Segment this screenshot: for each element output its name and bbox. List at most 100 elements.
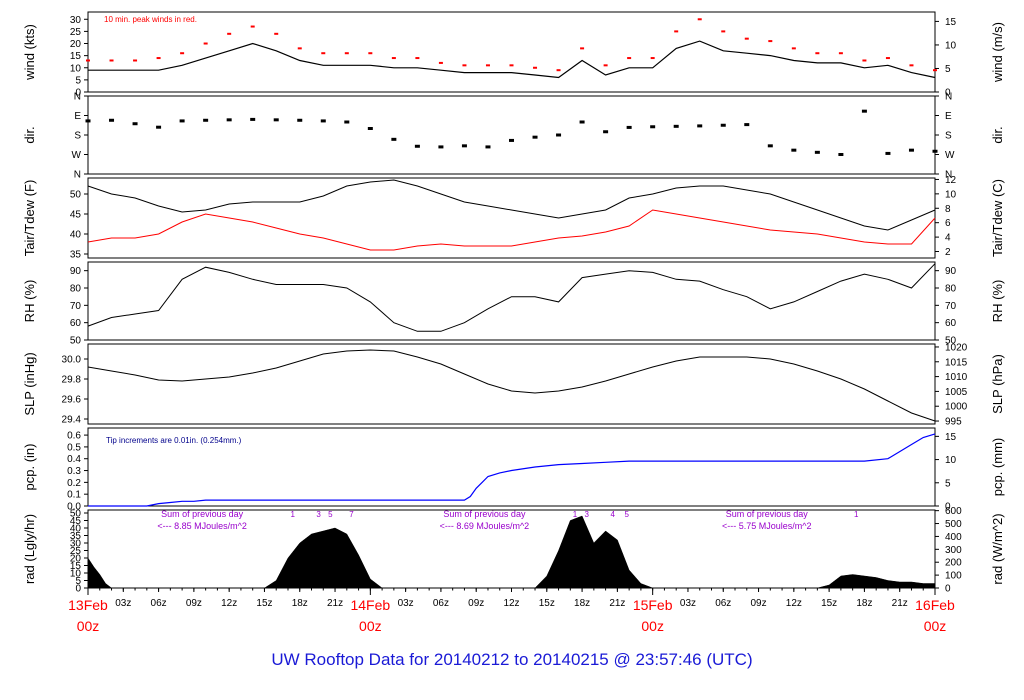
radiation-mark: 1 <box>573 510 578 519</box>
y-axis-label-right: SLP (hPa) <box>990 354 1005 414</box>
peak-wind-mark <box>509 64 514 67</box>
y-tick-label: 0.0 <box>67 502 81 513</box>
y-axis-label-right: dir. <box>990 126 1005 143</box>
y-tick-label-right: W <box>945 150 955 161</box>
y-tick-label: 50 <box>70 509 82 520</box>
peak-wind-mark <box>297 47 302 50</box>
peak-wind-mark <box>180 52 185 55</box>
x-tick-label: 03z <box>680 598 696 609</box>
y-tick-label: 45 <box>70 210 82 221</box>
panel-rad: 051015202530354045500100200300400500600r… <box>22 506 1005 594</box>
wind-direction-point <box>414 144 420 148</box>
x-tick-label: 15z <box>539 598 555 609</box>
y-tick-label: 70 <box>70 301 82 312</box>
x-date-label: 16Feb <box>915 597 955 613</box>
wind-direction-point <box>603 130 609 134</box>
wind-direction-point <box>767 144 773 148</box>
x-tick-label: 21z <box>609 598 625 609</box>
peak-wind-mark <box>768 40 773 43</box>
x-time-label: 00z <box>641 618 664 634</box>
y-tick-label: 15 <box>70 51 82 62</box>
peak-wind-mark <box>485 64 490 67</box>
wind-direction-point <box>85 119 91 123</box>
peak-wind-mark <box>533 66 538 69</box>
y-tick-label: 0.3 <box>67 466 81 477</box>
y-tick-label-right: 400 <box>945 532 962 543</box>
y-tick-label: 0 <box>75 584 81 595</box>
y-tick-label: 10 <box>70 569 82 580</box>
y-axis-label: wind (kts) <box>22 24 37 81</box>
y-tick-label-right: 10 <box>945 40 957 51</box>
y-tick-label-right: 6 <box>945 218 951 229</box>
wind-direction-point <box>838 153 844 156</box>
radiation-sum-note: Sum of previous day <box>443 509 526 519</box>
radiation-sum-note: <--- 5.75 MJoules/m^2 <box>722 521 812 531</box>
y-axis-label-right: Tair/Tdew (C) <box>990 179 1005 257</box>
y-axis-label: RH (%) <box>22 280 37 323</box>
x-tick-label: 21z <box>327 598 343 609</box>
peak-wind-mark <box>885 57 890 60</box>
peak-wind-mark <box>462 64 467 67</box>
wind-direction-point <box>461 144 467 148</box>
y-tick-label: 30 <box>70 15 82 26</box>
wind-direction-point <box>203 118 209 122</box>
wind-direction-point <box>814 150 820 154</box>
peak-wind-mark <box>697 18 702 21</box>
y-tick-label-right: 5 <box>945 478 951 489</box>
radiation-sum-note: <--- 8.69 MJoules/m^2 <box>440 521 530 531</box>
x-tick-label: 06z <box>715 598 731 609</box>
y-tick-label-right: 1020 <box>945 342 968 353</box>
footer-title: UW Rooftop Data for 20140212 to 20140215… <box>271 650 753 669</box>
radiation-mark: 4 <box>610 510 615 519</box>
y-tick-label: 25 <box>70 546 82 557</box>
y-tick-label: N <box>74 92 81 103</box>
y-tick-label-right: 12 <box>945 175 957 186</box>
y-tick-label-right: 15 <box>945 432 957 443</box>
panel-frame <box>87 95 936 175</box>
wind-direction-point <box>556 133 562 137</box>
y-axis-label: SLP (inHg) <box>22 352 37 415</box>
y-tick-label: 20 <box>70 554 82 565</box>
x-tick-label: 09z <box>186 598 202 609</box>
y-tick-label-right: N <box>945 170 952 181</box>
y-tick-label: 60 <box>70 318 82 329</box>
y-tick-label: 0 <box>75 88 81 99</box>
radiation-mark: 5 <box>625 510 630 519</box>
y-tick-label-right: 300 <box>945 545 962 556</box>
x-tick-label: 12z <box>786 598 802 609</box>
y-tick-label: 50 <box>70 190 82 201</box>
y-tick-label-right: E <box>945 111 952 122</box>
wind-direction-point <box>908 148 914 152</box>
series-relative-humidity <box>87 263 936 332</box>
y-tick-label: 29.8 <box>62 375 82 386</box>
x-tick-label: 18z <box>856 598 872 609</box>
peak-wind-mark <box>438 61 443 64</box>
panel-slp: 29.4 29.6 29.8 30.0 995 1000 1005 1010 1015 1020 S… <box>22 342 1005 427</box>
y-tick-label: 0.6 <box>67 431 81 442</box>
x-tick-label: 03z <box>398 598 414 609</box>
peak-wind-mark <box>627 57 632 60</box>
wind-direction-point <box>885 151 891 155</box>
y-axis-label-right: pcp. (mm) <box>990 438 1005 497</box>
y-axis-label: Tair/Tdew (F) <box>22 180 37 257</box>
y-tick-label: W <box>72 150 82 161</box>
x-tick-label: 06z <box>151 598 167 609</box>
wind-direction-point <box>367 127 373 130</box>
y-tick-label: N <box>74 170 81 181</box>
y-tick-label-right: 100 <box>945 571 962 582</box>
wind-direction-point <box>673 124 679 128</box>
y-tick-label-right: 0 <box>945 502 951 513</box>
y-tick-label-right: 1010 <box>945 372 968 383</box>
peak-wind-mark <box>815 52 820 55</box>
radiation-mark: 3 <box>316 510 321 519</box>
peak-wind-mark <box>156 57 161 60</box>
series-dewpoint <box>87 209 936 251</box>
radiation-sum-note: Sum of previous day <box>161 509 244 519</box>
peak-wind-mark <box>674 30 679 33</box>
y-tick-label: 40 <box>70 524 82 535</box>
y-tick-label: 0.5 <box>67 442 81 453</box>
wind-direction-point <box>532 135 538 139</box>
y-tick-label: 80 <box>70 284 82 295</box>
